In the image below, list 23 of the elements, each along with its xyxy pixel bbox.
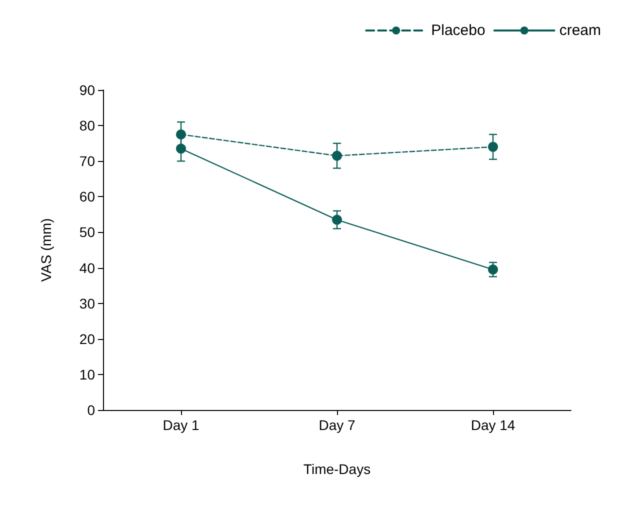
point <box>176 129 186 140</box>
x-axis-title: Time-Days <box>303 461 371 477</box>
y-tick-label: 80 <box>79 118 96 134</box>
point <box>332 214 342 225</box>
point <box>332 150 342 161</box>
y-axis-title: VAS (mm) <box>38 218 54 282</box>
y-tick-label: 50 <box>79 224 96 240</box>
y-tick-label: 60 <box>79 188 96 205</box>
y-tick-label: 20 <box>79 330 96 347</box>
legend-label: cream <box>559 22 602 39</box>
point <box>488 142 498 152</box>
y-tick-label: 70 <box>79 153 96 170</box>
x-tick-label: Day 1 <box>162 417 200 433</box>
y-tick-label: 10 <box>79 366 96 382</box>
y-tick-label: 40 <box>79 260 96 276</box>
y-tick-label: 0 <box>87 402 96 418</box>
legend-label: Placebo <box>431 22 486 39</box>
y-tick-label: 90 <box>79 82 96 98</box>
point <box>176 144 186 154</box>
point <box>488 264 498 275</box>
x-tick-label: Day 14 <box>470 417 516 433</box>
x-tick-label: Day 7 <box>318 417 356 433</box>
y-tick-label: 30 <box>79 295 96 312</box>
